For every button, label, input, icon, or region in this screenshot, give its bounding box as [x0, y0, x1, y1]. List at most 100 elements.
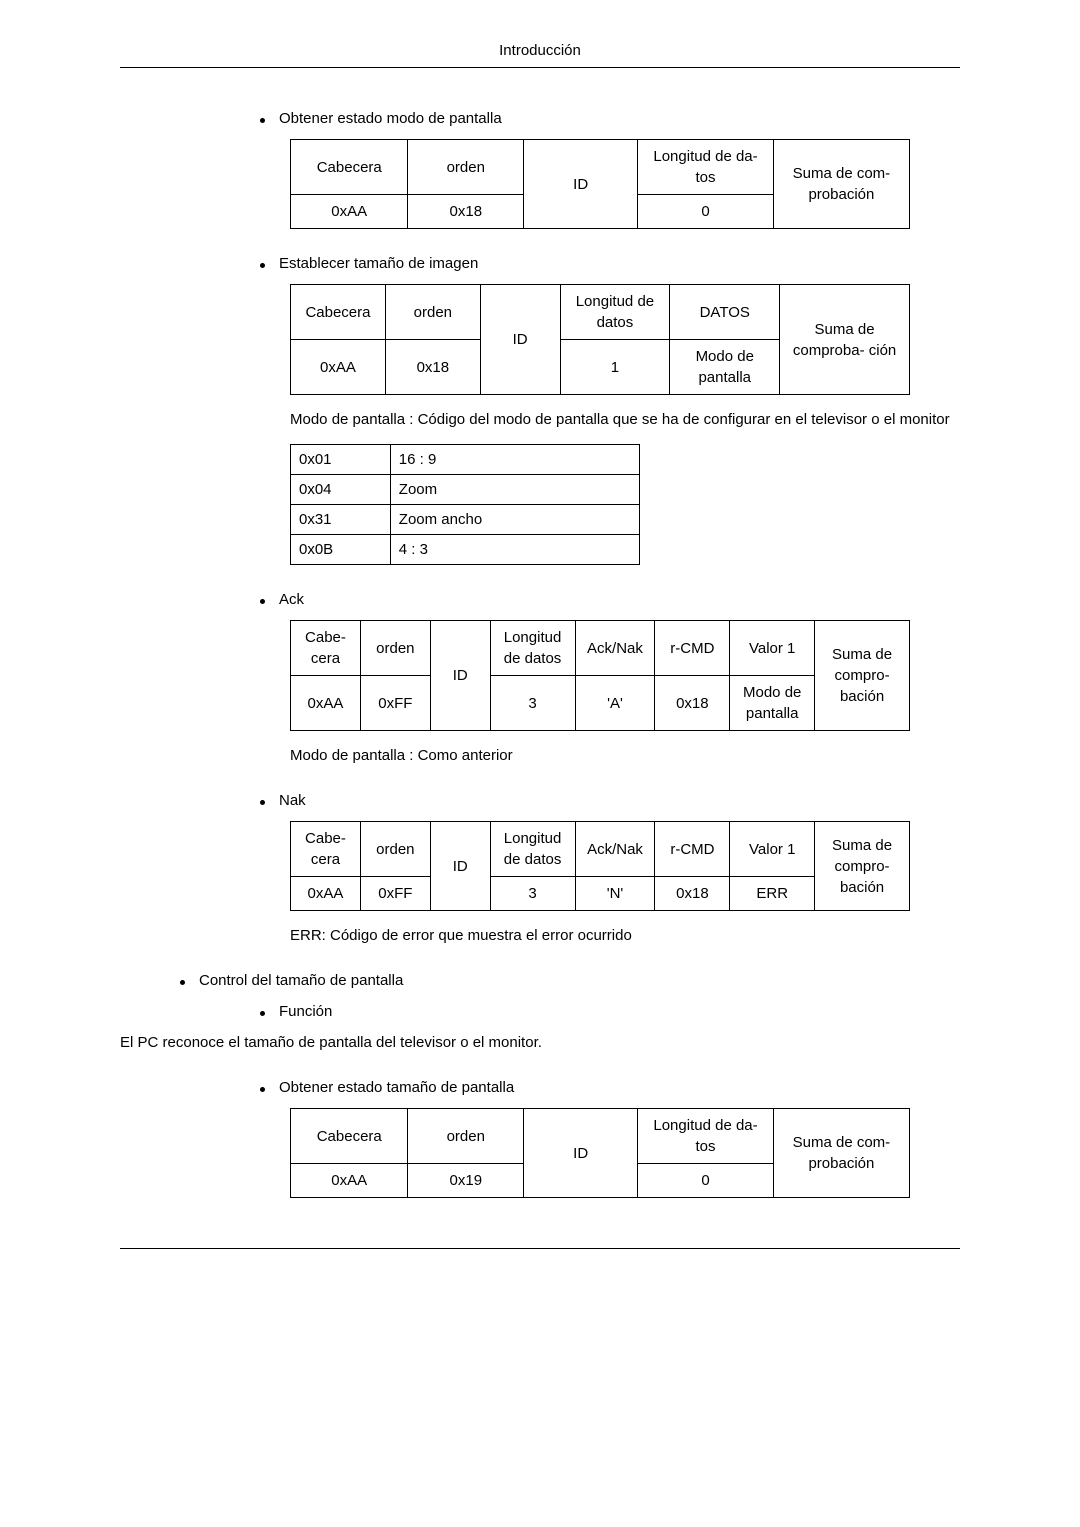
th: ID: [524, 140, 638, 229]
th: orden: [360, 621, 430, 676]
bullet-item: Establecer tamaño de imagen: [260, 253, 960, 274]
th: r-CMD: [655, 621, 730, 676]
note-text: Modo de pantalla : Como anterior: [290, 745, 960, 766]
th: ID: [524, 1109, 638, 1198]
th: Valor 1: [730, 822, 815, 877]
table-s6: Cabecera orden ID Longitud de da- tos Su…: [290, 1108, 910, 1198]
th: ID: [480, 285, 560, 395]
td: 0x18: [385, 340, 480, 395]
table-row: 0x04Zoom: [291, 475, 640, 505]
td: 4 : 3: [390, 535, 639, 565]
th: Longitud de da- tos: [638, 1109, 774, 1164]
td: 0xAA: [291, 877, 361, 911]
table-s3: Cabe- cera orden ID Longitud de datos Ac…: [290, 620, 910, 731]
td: Zoom: [390, 475, 639, 505]
th: Cabecera: [291, 1109, 408, 1164]
page-header: Introducción: [120, 40, 960, 68]
section-title: Nak: [279, 790, 306, 811]
td: 0x18: [655, 676, 730, 731]
td: 0x31: [291, 505, 391, 535]
bullet-icon: [260, 1087, 265, 1092]
td: 0x04: [291, 475, 391, 505]
note-text: ERR: Código de error que muestra el erro…: [290, 925, 960, 946]
th: orden: [408, 1109, 524, 1164]
note-text: Modo de pantalla : Código del modo de pa…: [290, 409, 960, 430]
td: 0x18: [655, 877, 730, 911]
th: Longitud de datos: [490, 822, 575, 877]
th: Cabe- cera: [291, 822, 361, 877]
th: ID: [430, 822, 490, 911]
td: Modo de pantalla: [730, 676, 815, 731]
section-title: Obtener estado tamaño de pantalla: [279, 1077, 514, 1098]
th: Suma de com- probación: [773, 1109, 909, 1198]
table-row: 0x0B4 : 3: [291, 535, 640, 565]
th: Valor 1: [730, 621, 815, 676]
td: 3: [490, 877, 575, 911]
td: 1: [560, 340, 670, 395]
th: Cabe- cera: [291, 621, 361, 676]
section-title: Control del tamaño de pantalla: [199, 970, 403, 991]
th: Cabecera: [291, 140, 408, 195]
bullet-icon: [260, 800, 265, 805]
td: 0xAA: [291, 340, 386, 395]
table-row: Cabecera orden ID Longitud de da- tos Su…: [291, 140, 910, 195]
td: 0: [638, 195, 774, 229]
section-title: Obtener estado modo de pantalla: [279, 108, 502, 129]
table-s4: Cabe- cera orden ID Longitud de datos Ac…: [290, 821, 910, 911]
td: 0xAA: [291, 195, 408, 229]
table-row: Cabecera orden ID Longitud de da- tos Su…: [291, 1109, 910, 1164]
th: orden: [385, 285, 480, 340]
td: 0x18: [408, 195, 524, 229]
section-list-level1: Control del tamaño de pantalla Función E…: [120, 970, 960, 1198]
th: Suma de com- probación: [773, 140, 909, 229]
bullet-icon: [260, 118, 265, 123]
th: orden: [360, 822, 430, 877]
bullet-item: Obtener estado tamaño de pantalla: [260, 1077, 960, 1098]
bullet-icon: [260, 263, 265, 268]
td: 0xAA: [291, 676, 361, 731]
td: 0: [638, 1164, 774, 1198]
th: Suma de compro- bación: [815, 822, 910, 911]
bullet-icon: [180, 980, 185, 985]
td: Modo de pantalla: [670, 340, 780, 395]
td: 'A': [575, 676, 655, 731]
table-row: 0x0116 : 9: [291, 445, 640, 475]
th: Longitud de datos: [490, 621, 575, 676]
bullet-icon: [260, 1011, 265, 1016]
func-text: El PC reconoce el tamaño de pantalla del…: [120, 1032, 960, 1053]
td: 3: [490, 676, 575, 731]
td: 0x19: [408, 1164, 524, 1198]
bullet-item: Control del tamaño de pantalla: [180, 970, 960, 991]
bullet-item: Obtener estado modo de pantalla: [260, 108, 960, 129]
section-list-nested: Función El PC reconoce el tamaño de pant…: [120, 1001, 960, 1198]
td: 0xAA: [291, 1164, 408, 1198]
th: Ack/Nak: [575, 822, 655, 877]
section-subtitle: Función: [279, 1001, 332, 1022]
td: 0x01: [291, 445, 391, 475]
td: 0xFF: [360, 877, 430, 911]
table-row: Cabe- cera orden ID Longitud de datos Ac…: [291, 822, 910, 877]
table-kv: 0x0116 : 9 0x04Zoom 0x31Zoom ancho 0x0B4…: [290, 444, 640, 565]
bullet-item: Ack: [260, 589, 960, 610]
section-list-top: Obtener estado modo de pantalla Cabecera…: [120, 108, 960, 946]
th: DATOS: [670, 285, 780, 340]
td: 0x0B: [291, 535, 391, 565]
td: 'N': [575, 877, 655, 911]
table-row: Cabecera orden ID Longitud de datos DATO…: [291, 285, 910, 340]
bullet-item: Nak: [260, 790, 960, 811]
th: Ack/Nak: [575, 621, 655, 676]
table-row: 0x31Zoom ancho: [291, 505, 640, 535]
section-title: Ack: [279, 589, 304, 610]
th: ID: [430, 621, 490, 731]
td: ERR: [730, 877, 815, 911]
th: Suma de comproba- ción: [780, 285, 910, 395]
th: orden: [408, 140, 524, 195]
th: Longitud de datos: [560, 285, 670, 340]
table-s1: Cabecera orden ID Longitud de da- tos Su…: [290, 139, 910, 229]
th: Longitud de da- tos: [638, 140, 774, 195]
section-title: Establecer tamaño de imagen: [279, 253, 478, 274]
table-s2: Cabecera orden ID Longitud de datos DATO…: [290, 284, 910, 395]
bullet-item: Función: [260, 1001, 960, 1022]
th: Suma de compro- bación: [815, 621, 910, 731]
header-title: Introducción: [499, 42, 581, 59]
